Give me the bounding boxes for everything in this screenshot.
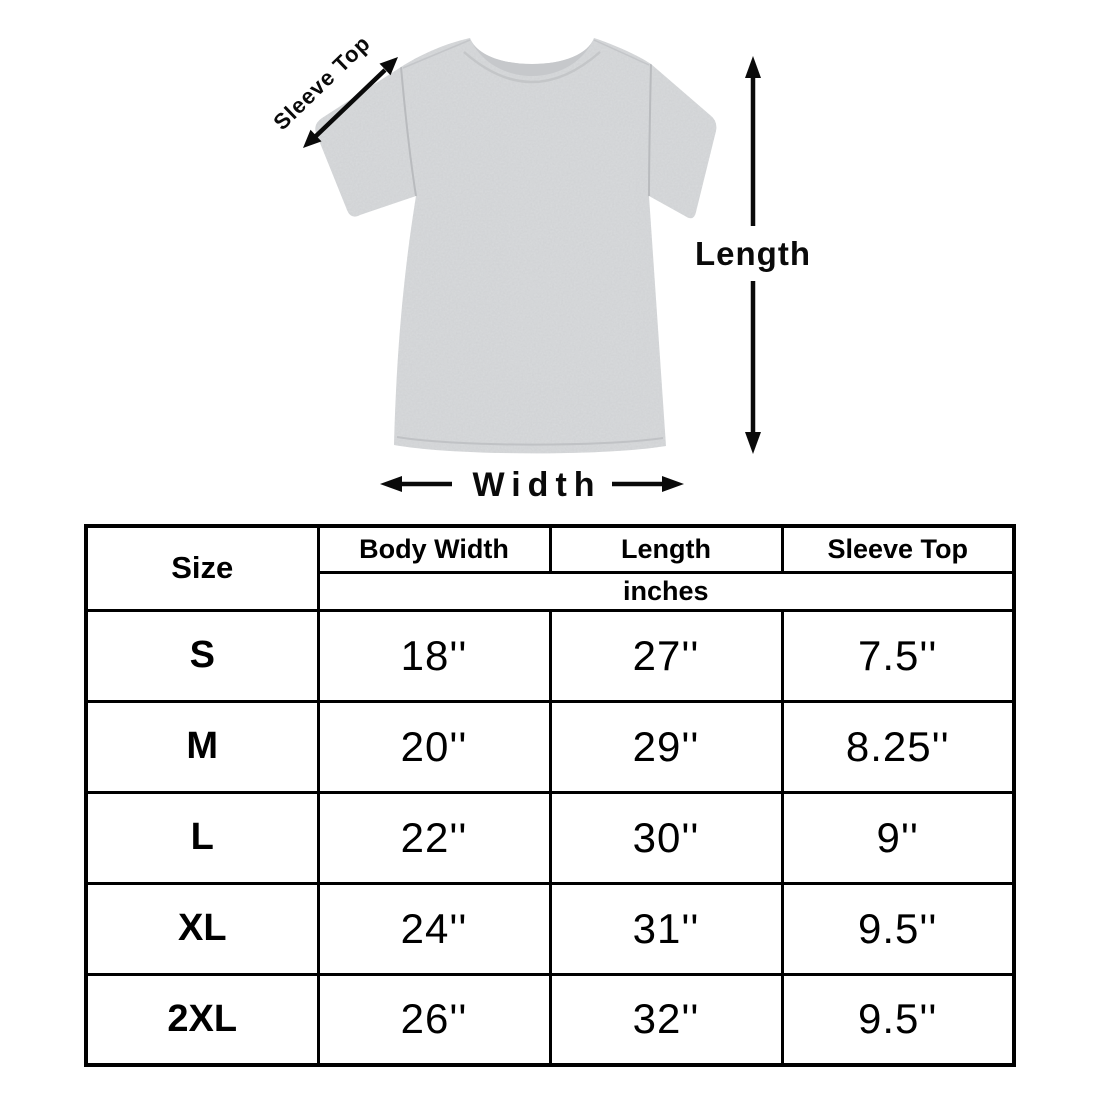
body-width-value: 26'' [316,972,552,1067]
sleeve-top-value: 9'' [780,790,1016,885]
body-width-value: 20'' [316,699,552,794]
size-chart-table: Size Body Width Length Sleeve Top inches… [84,524,1016,1067]
table-row-xl: XL 24'' 31'' 9.5'' [84,881,1016,976]
sleeve-top-value: 9.5'' [780,881,1016,976]
length-column-header: Length [548,524,784,574]
length-label: Length [695,235,811,272]
body-width-value: 24'' [316,881,552,976]
chest-collar-shadow [463,51,601,84]
table-header-row: Size Body Width Length Sleeve Top [84,524,1016,612]
table-row-s: S 18'' 27'' 7.5'' [84,608,1016,703]
width-arrow [380,476,684,492]
tshirt-measurement-diagram: Sleeve Top Length Width [268,30,811,504]
size-label: L [84,790,320,885]
sleeve-top-column-header: Sleeve Top [780,524,1016,574]
length-value: 30'' [548,790,784,885]
unit-label: inches [316,570,1016,612]
length-value: 32'' [548,972,784,1067]
collar-band [470,38,594,76]
length-value: 27'' [548,608,784,703]
body-width-value: 22'' [316,790,552,885]
size-label: M [84,699,320,794]
length-value: 29'' [548,699,784,794]
heather-texture [315,38,717,454]
size-label: 2XL [84,972,320,1067]
table-row-m: M 20'' 29'' 8.25'' [84,699,1016,794]
sleeve-top-arrow [303,57,398,148]
table-row-2xl: 2XL 26'' 32'' 9.5'' [84,972,1016,1067]
width-label: Width [472,466,601,504]
table-row-l: L 22'' 30'' 9'' [84,790,1016,885]
unit-row: inches [86,570,1016,612]
hem-seam [396,436,664,446]
body-width-value: 18'' [316,608,552,703]
length-value: 31'' [548,881,784,976]
right-shoulder-seam [593,39,650,66]
size-label: S [84,608,320,703]
size-column-header: Size [84,524,320,612]
left-sleeve-seam [400,66,417,197]
left-shoulder-seam [402,39,471,69]
tshirt-image [315,38,717,454]
body-width-column-header: Body Width [316,524,552,574]
sleeve-top-value: 8.25'' [780,699,1016,794]
sleeve-top-value: 9.5'' [780,972,1016,1067]
right-sleeve-seam [648,63,652,197]
size-label: XL [84,881,320,976]
length-arrow [745,56,761,454]
sleeve-top-value: 7.5'' [780,608,1016,703]
